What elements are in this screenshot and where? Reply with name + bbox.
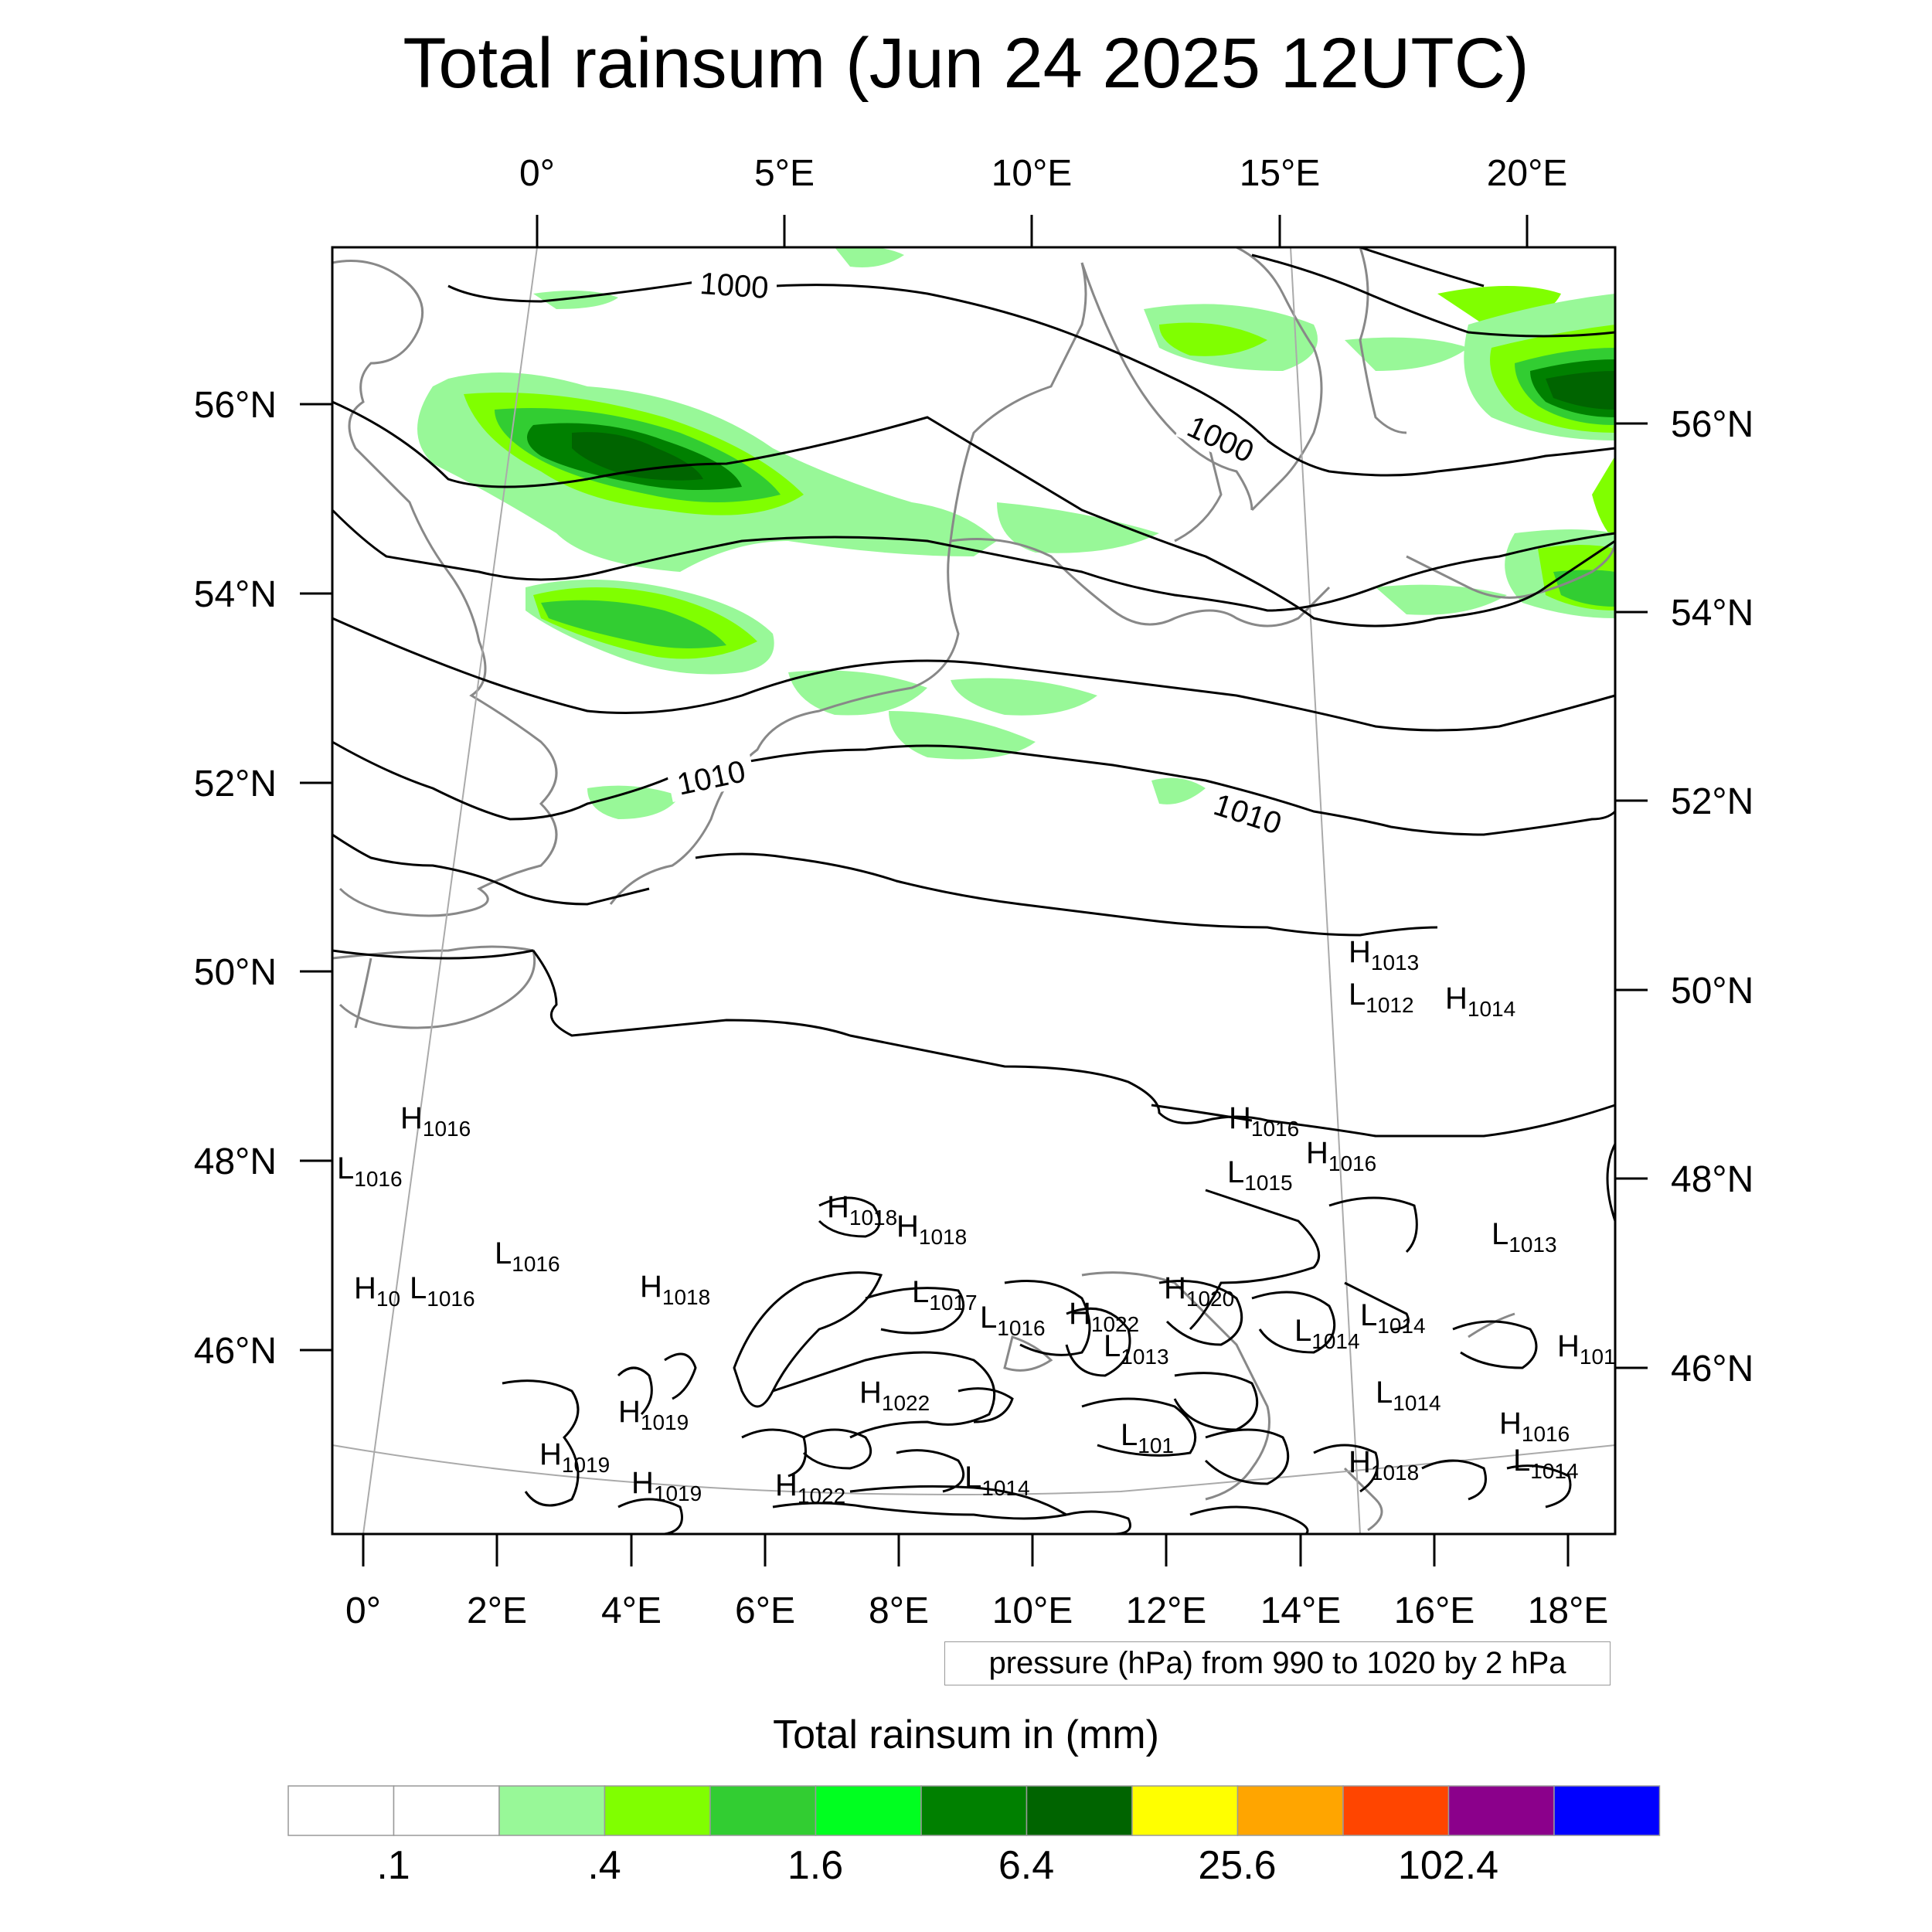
pressure-center-label: H1016 [400,1101,471,1141]
bottom-lon-label: 14°E [1260,1590,1342,1631]
contour-info-box: pressure (hPa) from 990 to 1020 by 2 hPa [944,1641,1611,1685]
colorbar-swatch [1342,1785,1450,1836]
pressure-center-label: H1013 [1349,935,1419,975]
bottom-lon-label: 4°E [601,1590,662,1631]
pressure-center-label: L1014 [964,1461,1030,1500]
frame-ticks [300,215,1648,1566]
alpine-contours [502,1196,1572,1536]
pressure-center-label: L1017 [912,1275,978,1315]
bottom-lon-label: 8°E [869,1590,929,1631]
colorbar-tick-label: 6.4 [998,1843,1055,1888]
pressure-center-label: H1020 [1164,1271,1234,1311]
colorbar-tick-label: 25.6 [1198,1843,1277,1888]
pressure-center-label: H1022 [775,1468,845,1508]
bottom-lon-label: 2°E [467,1590,527,1631]
right-lat-label: 48°N [1671,1159,1753,1200]
colorbar-tick-label: .1 [376,1843,410,1888]
top-lon-label: 0° [519,153,555,194]
colorbar-swatch [1236,1785,1344,1836]
colorbar-swatch [1026,1785,1133,1836]
pressure-center-label: H1018 [640,1270,710,1309]
left-lat-label: 52°N [194,764,277,804]
bottom-lon-label: 10°E [992,1590,1073,1631]
pressure-center-label: H1016 [1499,1406,1570,1446]
pressure-center-label: H1016 [1229,1101,1299,1141]
pressure-center-label: L1012 [1349,978,1414,1017]
isobar-label: 1000 [1182,410,1259,469]
left-lat-label: 54°N [194,574,277,615]
pressure-center-label: L1016 [410,1271,475,1311]
pressure-center-label: H1018 [896,1209,967,1249]
colorbar-swatch [498,1785,606,1836]
map-frame [331,246,1617,1536]
pressure-center-label: H10 [354,1271,400,1311]
pressure-center-label: H1022 [1069,1297,1139,1336]
colorbar-swatch [709,1785,817,1836]
right-lat-label: 50°N [1671,971,1753,1012]
right-lat-label: 56°N [1671,404,1753,445]
pressure-center-label: H101 [1557,1329,1616,1369]
pressure-center-label: L1014 [1294,1314,1360,1353]
pressure-center-label: H1016 [1306,1136,1376,1175]
bottom-lon-label: 18°E [1528,1590,1609,1631]
colorbar-swatch [287,1785,395,1836]
bottom-lon-label: 12°E [1126,1590,1207,1631]
top-lon-label: 15°E [1240,153,1321,194]
colorbar-tick-label: 102.4 [1397,1843,1499,1888]
pressure-center-label: H1014 [1445,981,1515,1021]
colorbar-swatch [1131,1785,1239,1836]
colorbar-title: Total rainsum in (mm) [773,1713,1159,1757]
colorbar-swatch [1553,1785,1661,1836]
right-lat-label: 52°N [1671,781,1753,822]
colorbar [287,1785,1661,1836]
top-lon-label: 10°E [992,153,1073,194]
pressure-center-label: H1019 [631,1466,702,1505]
colorbar-swatch [815,1785,922,1836]
pressure-center-label: L1016 [337,1151,403,1191]
pressure-center-label: L1016 [980,1301,1046,1340]
pressure-center-label: L101 [1121,1418,1174,1458]
bottom-lon-label: 16°E [1394,1590,1475,1631]
right-lat-label: 54°N [1671,593,1753,634]
isobar-label: 1000 [699,267,770,305]
left-lat-label: 56°N [194,385,277,426]
pressure-center-label: H1018 [1349,1445,1419,1485]
coastlines [332,246,1617,1532]
bottom-lon-label: 6°E [735,1590,795,1631]
pressure-center-label: H1019 [618,1395,689,1434]
colorbar-swatch [920,1785,1028,1836]
chart-title: Total rainsum (Jun 24 2025 12UTC) [403,24,1529,103]
isobar-label: 1010 [674,754,748,802]
colorbar-swatch [1447,1785,1555,1836]
pressure-center-label: L1014 [1376,1376,1441,1415]
pressure-center-label: H1019 [539,1437,610,1477]
pressure-center-label: L1014 [1360,1298,1426,1338]
pressure-center-label: L1014 [1513,1444,1579,1483]
colorbar-tick-label: .4 [587,1843,621,1888]
pressure-centers: H1013 L1012 H1014 H1016 L1016 H1016 H101… [337,935,1616,1508]
colorbar-swatch [393,1785,500,1836]
bottom-lon-label: 0° [345,1590,381,1631]
top-lon-label: 20°E [1487,153,1568,194]
pressure-center-label: H1018 [827,1190,897,1230]
pressure-center-label: L1013 [1104,1329,1169,1369]
colorbar-swatch [604,1785,711,1836]
pressure-center-label: L1015 [1227,1155,1293,1195]
left-lat-label: 48°N [194,1141,277,1182]
right-lat-label: 46°N [1671,1349,1753,1389]
pressure-center-label: L1016 [495,1236,560,1276]
top-lon-label: 5°E [754,153,815,194]
colorbar-tick-label: 1.6 [787,1843,844,1888]
left-lat-label: 50°N [194,952,277,993]
rain-shading [417,246,1615,819]
pressure-center-label: L1013 [1492,1217,1557,1257]
pressure-center-label: H1022 [859,1376,930,1415]
left-lat-label: 46°N [194,1331,277,1372]
